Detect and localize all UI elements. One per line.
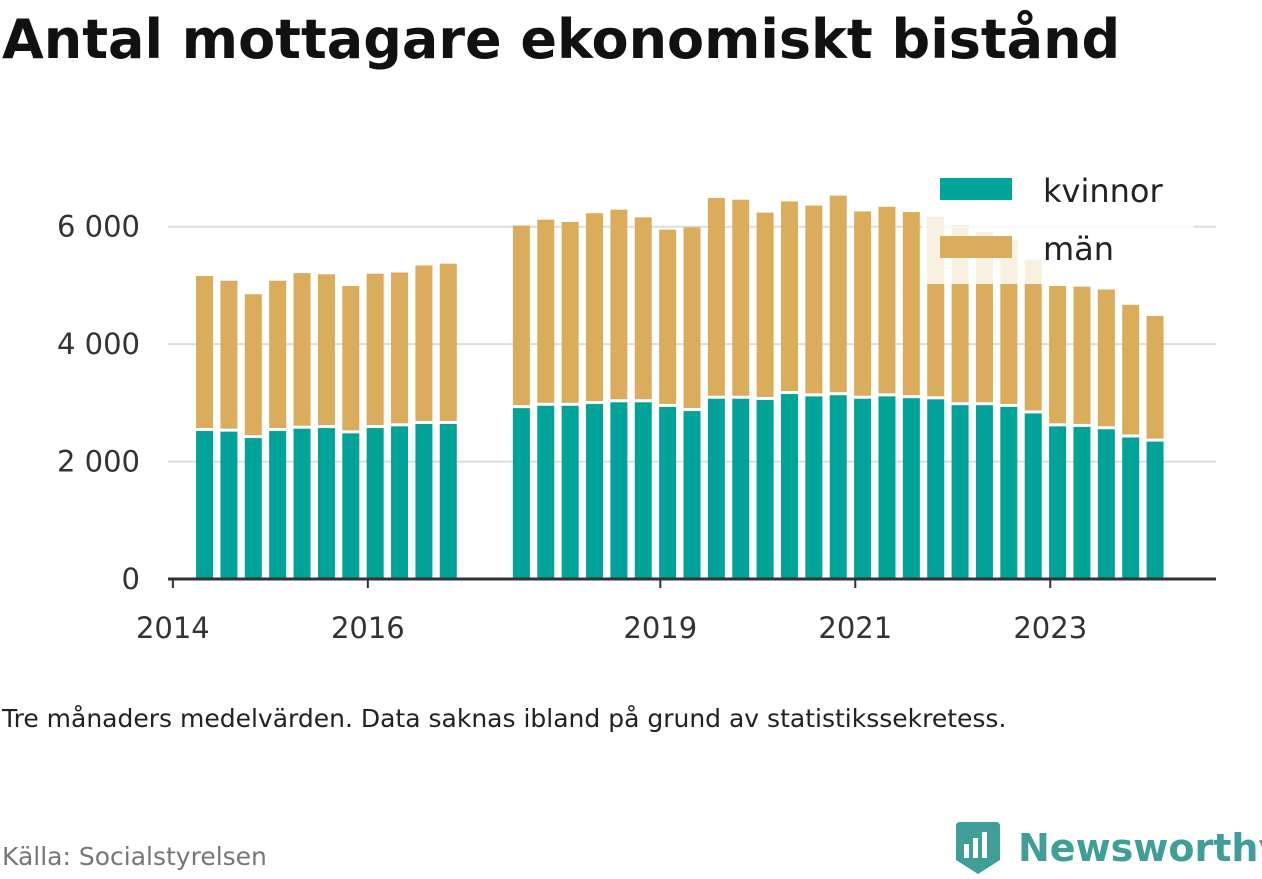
bar-kvinnor (683, 411, 701, 579)
bar-man (342, 286, 360, 431)
bar-man (366, 273, 384, 426)
bar-kvinnor (269, 431, 287, 579)
bar-man (756, 212, 774, 397)
legend-label: män (1043, 230, 1114, 268)
bar-man (1073, 286, 1091, 424)
bar-kvinnor (1000, 406, 1018, 579)
bar-kvinnor (634, 402, 652, 579)
bar-kvinnor (1049, 426, 1067, 579)
bars (196, 195, 1164, 579)
bar-kvinnor (512, 408, 530, 579)
legend-label: kvinnor (1043, 172, 1164, 210)
bar-kvinnor (878, 396, 896, 579)
bar-kvinnor (1073, 426, 1091, 579)
bar-kvinnor (196, 431, 214, 579)
bar-man (293, 273, 311, 426)
bar-kvinnor (1024, 413, 1042, 579)
bar-kvinnor (1122, 437, 1140, 579)
bar-kvinnor (293, 428, 311, 579)
bar-man (878, 206, 896, 394)
bar-kvinnor (220, 431, 238, 579)
bar-man (537, 219, 555, 403)
bar-kvinnor (366, 428, 384, 579)
chart-title: Antal mottagare ekonomiskt bistånd (2, 8, 1121, 71)
x-tick-label: 2023 (1013, 611, 1087, 645)
bar-man (415, 265, 433, 421)
bar-kvinnor (1097, 429, 1115, 579)
bar-kvinnor (780, 394, 798, 579)
bar-man (220, 280, 238, 429)
bar-kvinnor (805, 396, 823, 579)
bar-kvinnor (610, 402, 628, 579)
bar-kvinnor (927, 399, 945, 579)
bar-man (829, 195, 847, 393)
bar-kvinnor (391, 426, 409, 579)
newsworthy-logo: Newsworthy (952, 818, 1262, 878)
bar-kvinnor (951, 405, 969, 579)
bar-kvinnor (342, 433, 360, 579)
bar-man (196, 276, 214, 429)
x-tick-label: 2019 (623, 611, 697, 645)
bar-man (634, 217, 652, 400)
bar-man (512, 225, 530, 406)
source-note: Källa: Socialstyrelsen (2, 842, 267, 871)
bar-man (1097, 289, 1115, 427)
bar-man (1024, 260, 1042, 411)
bar-kvinnor (732, 398, 750, 579)
bar-kvinnor (829, 395, 847, 579)
bar-kvinnor (244, 438, 262, 579)
x-tick-label: 2016 (331, 611, 405, 645)
bar-kvinnor (756, 399, 774, 579)
bar-man (244, 294, 262, 436)
y-tick-label: 2 000 (57, 445, 140, 479)
bar-man (586, 213, 604, 402)
bar-man (1049, 286, 1067, 424)
bar-kvinnor (975, 405, 993, 579)
bar-kvinnor (1146, 441, 1164, 579)
bar-man (1122, 304, 1140, 435)
bar-man (561, 222, 579, 403)
bar-kvinnor (659, 406, 677, 579)
bar-man (707, 197, 725, 396)
x-axis-ticks: 2014 2016 2019 2021 2023 (136, 579, 1087, 645)
bar-kvinnor (415, 423, 433, 579)
bar-man (683, 227, 701, 409)
stacked-bar-chart: 0 2 000 4 000 6 000 2014 2016 2019 2021 2023 kv… (56, 162, 1216, 645)
bar-kvinnor (561, 405, 579, 579)
bar-man (780, 201, 798, 392)
y-tick-label: 6 000 (57, 210, 140, 244)
bar-man (610, 209, 628, 400)
legend: kvinnor män (922, 162, 1194, 284)
brand-name: Newsworthy (1018, 826, 1262, 870)
bar-man (439, 263, 457, 421)
bar-man (317, 274, 335, 426)
bar-man (805, 205, 823, 394)
bar-man (1146, 315, 1164, 439)
chart-subtitle: Tre månaders medelvärden. Data saknas ib… (2, 704, 1007, 733)
bar-kvinnor (317, 428, 335, 579)
bar-kvinnor (586, 404, 604, 579)
y-tick-label: 0 (122, 562, 140, 596)
bar-man (902, 212, 920, 396)
bar-kvinnor (707, 398, 725, 579)
y-axis-ticks: 0 2 000 4 000 6 000 (57, 210, 140, 596)
bar-kvinnor (537, 405, 555, 579)
x-tick-label: 2021 (818, 611, 892, 645)
bar-kvinnor (439, 423, 457, 579)
legend-swatch (940, 178, 1012, 200)
bar-man (269, 280, 287, 429)
bar-kvinnor (854, 398, 872, 579)
x-tick-label: 2014 (136, 611, 210, 645)
legend-swatch (940, 236, 1012, 258)
bar-man (391, 272, 409, 424)
bar-man (854, 211, 872, 396)
chart-logo-icon (956, 822, 1000, 874)
bar-man (659, 229, 677, 404)
bar-man (732, 199, 750, 396)
bar-kvinnor (902, 398, 920, 579)
y-tick-label: 4 000 (57, 327, 140, 361)
